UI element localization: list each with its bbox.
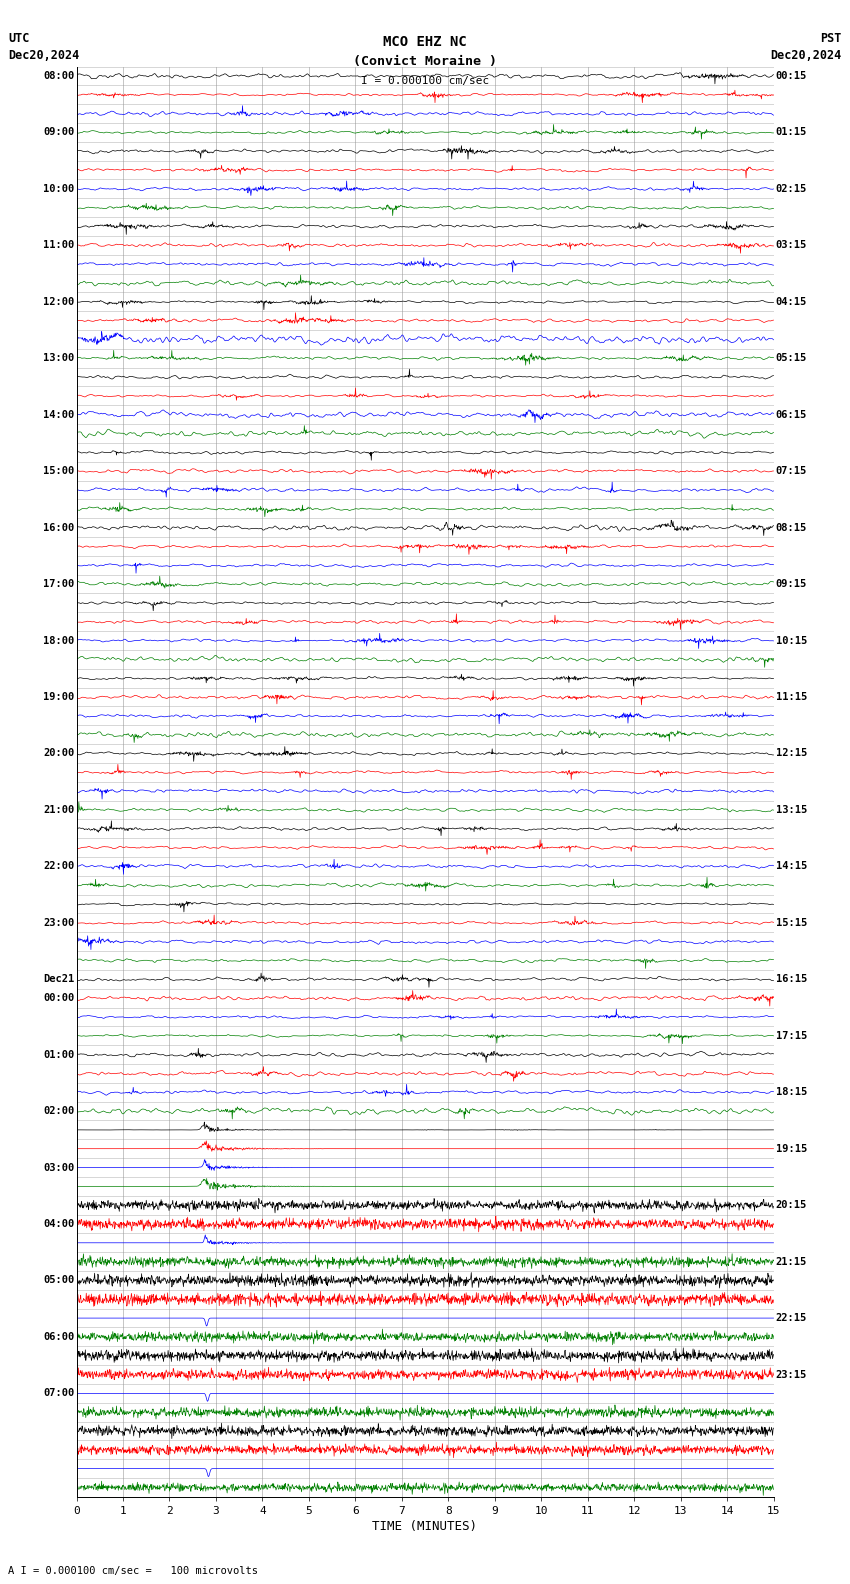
Text: 04:00: 04:00 — [43, 1220, 75, 1229]
Text: 02:15: 02:15 — [775, 184, 807, 193]
Text: 04:15: 04:15 — [775, 296, 807, 307]
Text: 03:15: 03:15 — [775, 241, 807, 250]
Text: 22:00: 22:00 — [43, 862, 75, 871]
Text: (Convict Moraine ): (Convict Moraine ) — [353, 55, 497, 68]
Text: 21:00: 21:00 — [43, 805, 75, 814]
Text: 10:15: 10:15 — [775, 635, 807, 646]
Text: 16:00: 16:00 — [43, 523, 75, 532]
X-axis label: TIME (MINUTES): TIME (MINUTES) — [372, 1521, 478, 1533]
Text: 15:15: 15:15 — [775, 917, 807, 928]
Text: 14:00: 14:00 — [43, 410, 75, 420]
Text: 17:15: 17:15 — [775, 1031, 807, 1041]
Text: 11:00: 11:00 — [43, 241, 75, 250]
Text: A I = 0.000100 cm/sec =   100 microvolts: A I = 0.000100 cm/sec = 100 microvolts — [8, 1567, 258, 1576]
Text: 20:15: 20:15 — [775, 1201, 807, 1210]
Text: 03:00: 03:00 — [43, 1163, 75, 1172]
Text: Dec21: Dec21 — [43, 974, 75, 984]
Text: 12:00: 12:00 — [43, 296, 75, 307]
Text: Dec20,2024: Dec20,2024 — [8, 49, 80, 62]
Text: 00:00: 00:00 — [43, 993, 75, 1003]
Text: 16:15: 16:15 — [775, 974, 807, 984]
Text: 13:00: 13:00 — [43, 353, 75, 363]
Text: UTC: UTC — [8, 32, 30, 44]
Text: 06:15: 06:15 — [775, 410, 807, 420]
Text: 01:15: 01:15 — [775, 127, 807, 138]
Text: 15:00: 15:00 — [43, 466, 75, 477]
Text: 09:00: 09:00 — [43, 127, 75, 138]
Text: 23:00: 23:00 — [43, 917, 75, 928]
Text: 05:00: 05:00 — [43, 1275, 75, 1286]
Text: 12:15: 12:15 — [775, 749, 807, 759]
Text: 02:00: 02:00 — [43, 1106, 75, 1117]
Text: 20:00: 20:00 — [43, 749, 75, 759]
Text: 17:00: 17:00 — [43, 580, 75, 589]
Text: 00:15: 00:15 — [775, 71, 807, 81]
Text: 08:00: 08:00 — [43, 71, 75, 81]
Text: 18:15: 18:15 — [775, 1087, 807, 1098]
Text: MCO EHZ NC: MCO EHZ NC — [383, 35, 467, 49]
Text: 05:15: 05:15 — [775, 353, 807, 363]
Text: 23:15: 23:15 — [775, 1370, 807, 1380]
Text: 21:15: 21:15 — [775, 1256, 807, 1267]
Text: 07:00: 07:00 — [43, 1388, 75, 1399]
Text: 10:00: 10:00 — [43, 184, 75, 193]
Text: 13:15: 13:15 — [775, 805, 807, 814]
Text: 14:15: 14:15 — [775, 862, 807, 871]
Text: 08:15: 08:15 — [775, 523, 807, 532]
Text: 19:15: 19:15 — [775, 1144, 807, 1153]
Text: 18:00: 18:00 — [43, 635, 75, 646]
Text: 01:00: 01:00 — [43, 1050, 75, 1060]
Text: 22:15: 22:15 — [775, 1313, 807, 1323]
Text: Dec20,2024: Dec20,2024 — [770, 49, 842, 62]
Text: 07:15: 07:15 — [775, 466, 807, 477]
Text: PST: PST — [820, 32, 842, 44]
Text: 11:15: 11:15 — [775, 692, 807, 702]
Text: I = 0.000100 cm/sec: I = 0.000100 cm/sec — [361, 76, 489, 86]
Text: 19:00: 19:00 — [43, 692, 75, 702]
Text: 06:00: 06:00 — [43, 1332, 75, 1342]
Text: 09:15: 09:15 — [775, 580, 807, 589]
